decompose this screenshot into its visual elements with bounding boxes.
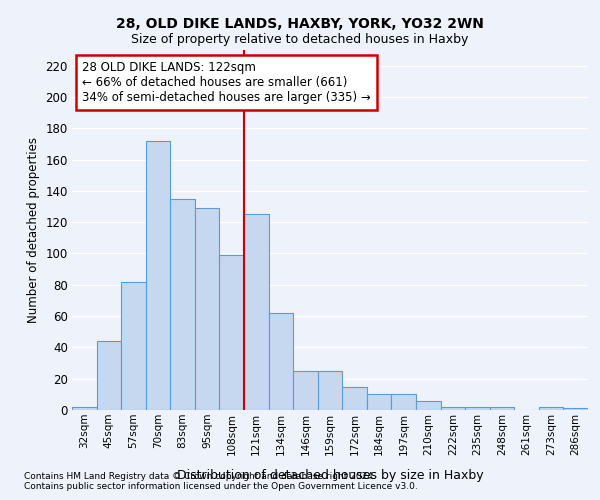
Bar bbox=[244, 214, 269, 410]
Bar bbox=[293, 371, 318, 410]
Bar bbox=[318, 371, 342, 410]
Bar bbox=[563, 408, 588, 410]
Bar bbox=[72, 407, 97, 410]
Bar bbox=[465, 407, 490, 410]
Bar bbox=[440, 407, 465, 410]
Text: Contains HM Land Registry data © Crown copyright and database right 2024.: Contains HM Land Registry data © Crown c… bbox=[24, 472, 376, 481]
Bar bbox=[220, 255, 244, 410]
Bar bbox=[269, 313, 293, 410]
Bar bbox=[195, 208, 220, 410]
Bar bbox=[416, 400, 440, 410]
Bar bbox=[490, 407, 514, 410]
Bar bbox=[97, 341, 121, 410]
Text: 28, OLD DIKE LANDS, HAXBY, YORK, YO32 2WN: 28, OLD DIKE LANDS, HAXBY, YORK, YO32 2W… bbox=[116, 18, 484, 32]
Text: Contains public sector information licensed under the Open Government Licence v3: Contains public sector information licen… bbox=[24, 482, 418, 491]
Bar bbox=[539, 407, 563, 410]
Bar bbox=[170, 198, 195, 410]
Bar bbox=[342, 386, 367, 410]
X-axis label: Distribution of detached houses by size in Haxby: Distribution of detached houses by size … bbox=[176, 469, 484, 482]
Text: Size of property relative to detached houses in Haxby: Size of property relative to detached ho… bbox=[131, 32, 469, 46]
Text: 28 OLD DIKE LANDS: 122sqm
← 66% of detached houses are smaller (661)
34% of semi: 28 OLD DIKE LANDS: 122sqm ← 66% of detac… bbox=[82, 61, 371, 104]
Bar bbox=[367, 394, 391, 410]
Bar bbox=[391, 394, 416, 410]
Y-axis label: Number of detached properties: Number of detached properties bbox=[27, 137, 40, 323]
Bar bbox=[146, 141, 170, 410]
Bar bbox=[121, 282, 146, 410]
